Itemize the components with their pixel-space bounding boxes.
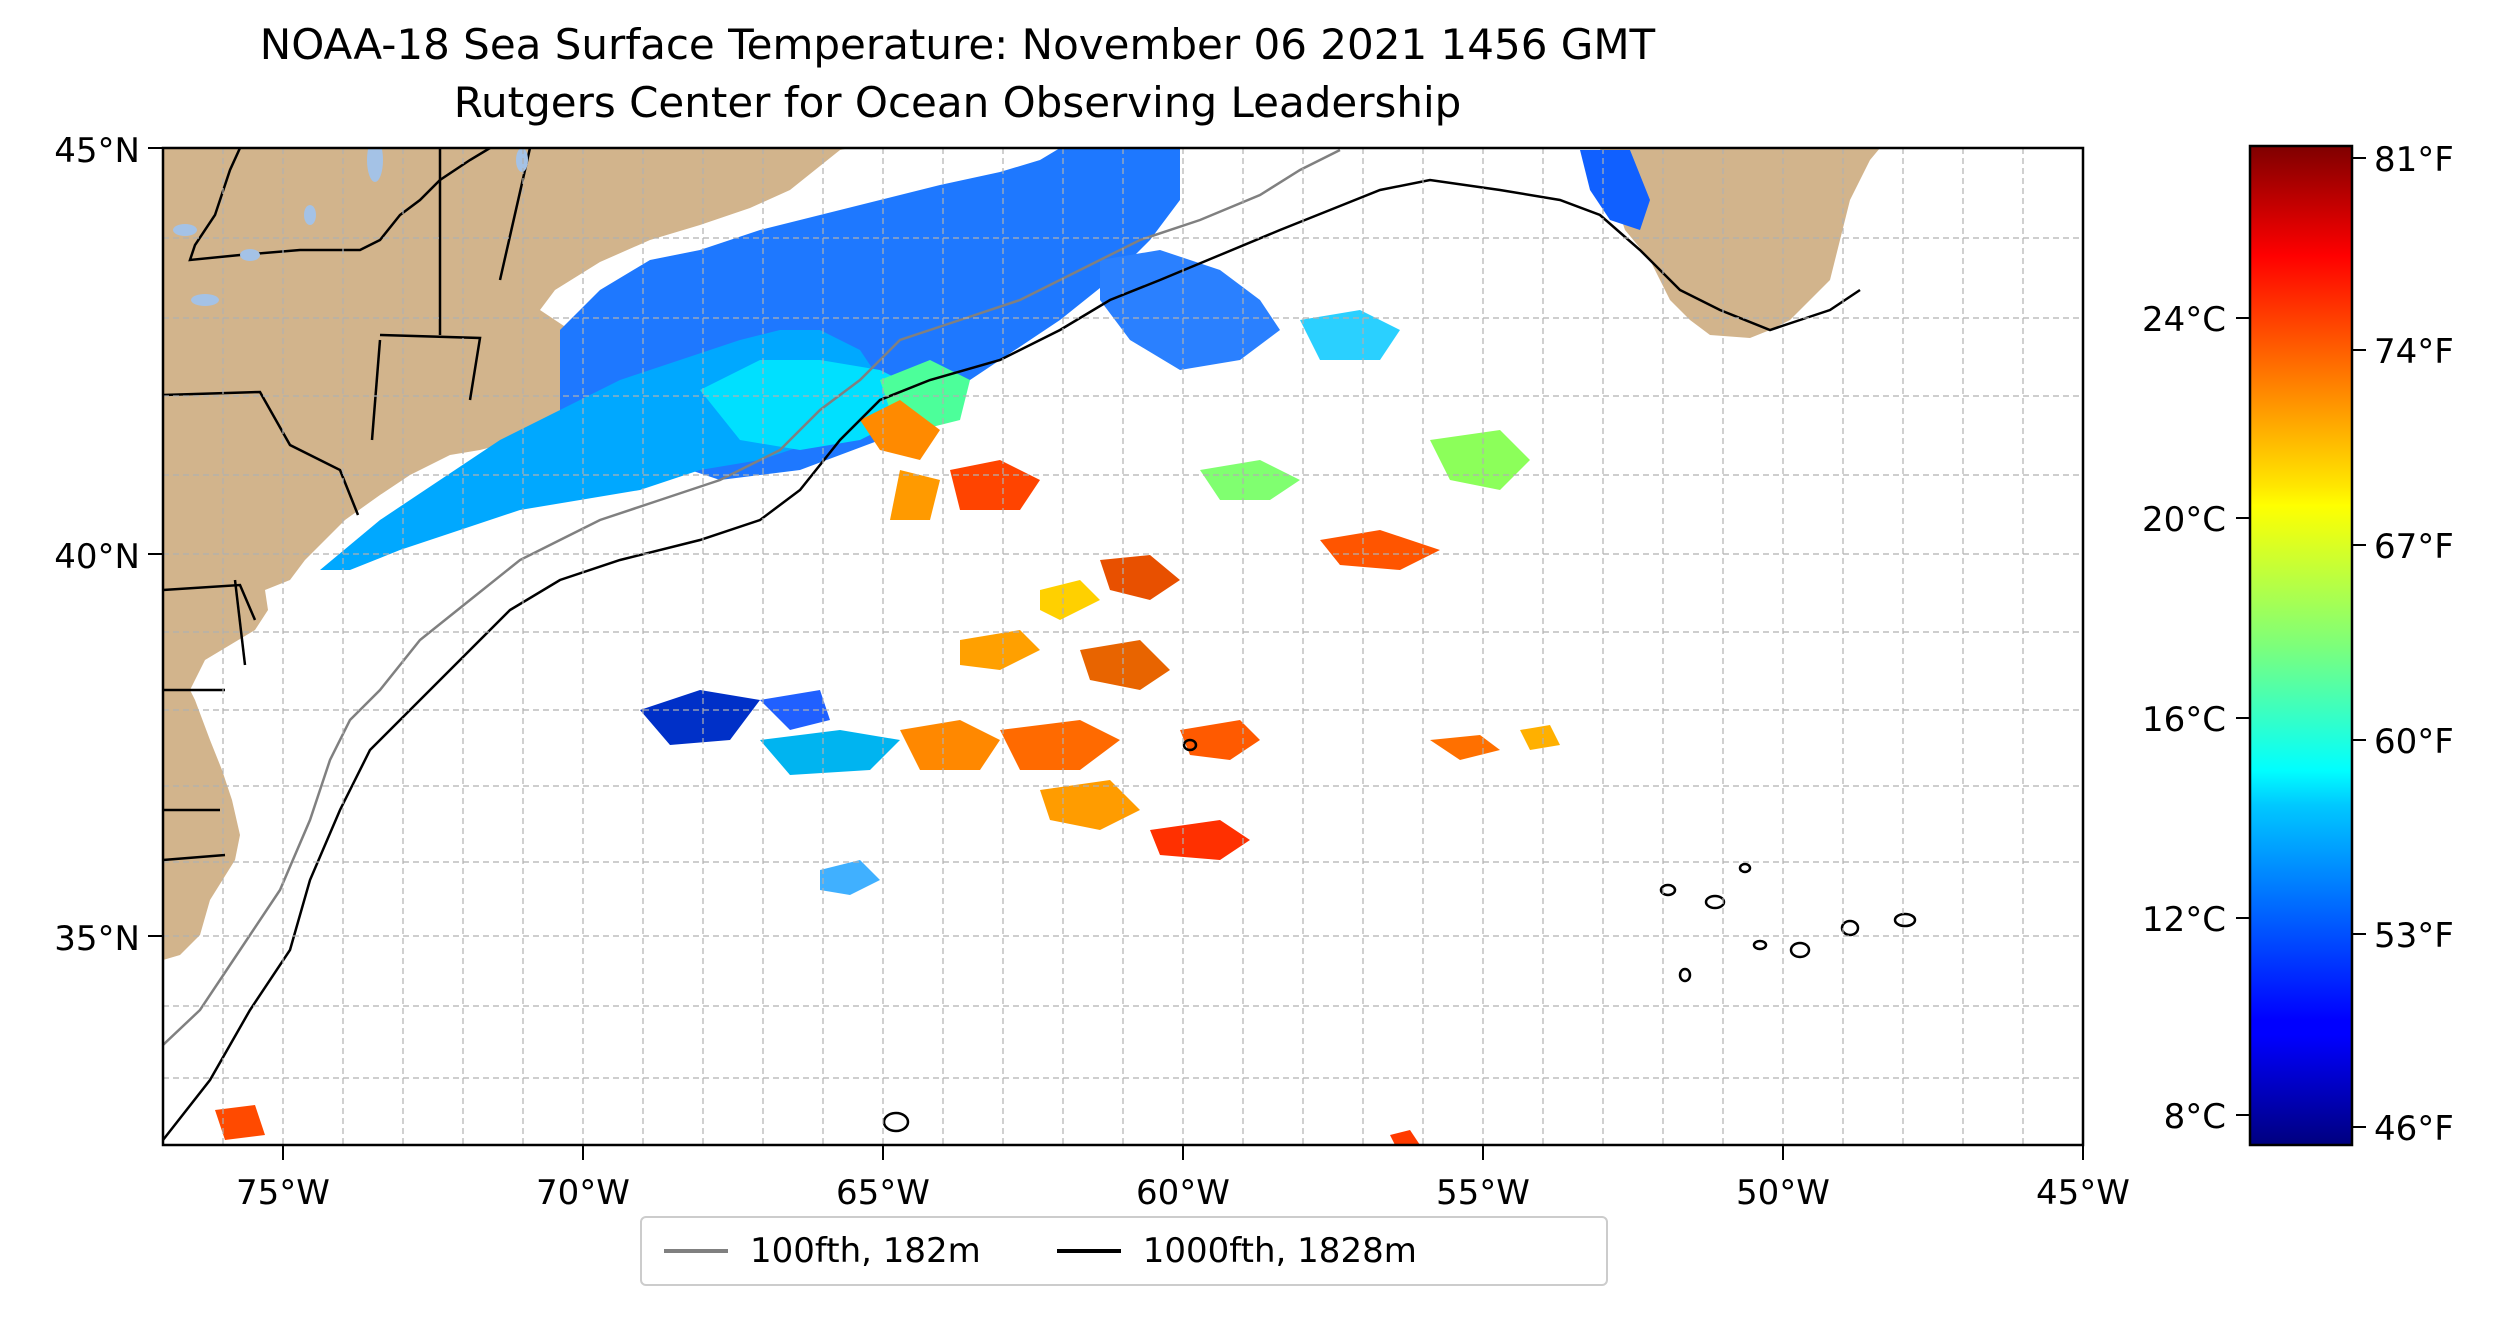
fahrenheit-tick-label: 81°F <box>2374 140 2454 180</box>
legend-line-gray <box>664 1249 728 1253</box>
legend-line-black <box>1056 1249 1121 1253</box>
latitude-tick-labels: 45°N 40°N 35°N <box>54 131 140 959</box>
lon-tick-label: 70°W <box>536 1173 630 1213</box>
fahrenheit-tick-label: 53°F <box>2374 916 2454 956</box>
legend-label: 100fth, 182m <box>750 1231 981 1271</box>
axis-ticks <box>148 147 2084 1160</box>
lon-tick-label: 65°W <box>836 1173 930 1213</box>
celsius-tick-label: 20°C <box>2142 500 2226 540</box>
lon-tick-label: 55°W <box>1436 1173 1530 1213</box>
land-mass <box>163 148 850 960</box>
map-title: NOAA-18 Sea Surface Temperature: Novembe… <box>259 20 1656 69</box>
seamounts <box>882 738 1917 1133</box>
celsius-tick-label: 24°C <box>2142 300 2226 340</box>
map-legend: 100fth, 182m 1000fth, 1828m <box>640 1216 1608 1286</box>
fahrenheit-tick-label: 46°F <box>2374 1109 2454 1149</box>
fahrenheit-tick-labels: 46°F 53°F 60°F 67°F 74°F 81°F <box>2374 140 2454 1149</box>
legend-item-100fth: 100fth, 182m <box>664 1231 981 1271</box>
fahrenheit-tick-label: 60°F <box>2374 722 2454 762</box>
map-grid <box>163 148 2083 1145</box>
celsius-tick-label: 12°C <box>2142 900 2226 940</box>
legend-label: 1000fth, 1828m <box>1142 1231 1417 1271</box>
sst-data <box>215 148 1650 1145</box>
lat-tick-label: 35°N <box>54 919 140 959</box>
lat-tick-label: 40°N <box>54 537 140 577</box>
lon-tick-label: 60°W <box>1136 1173 1230 1213</box>
isobath-100fth <box>163 148 1341 1046</box>
celsius-tick-label: 16°C <box>2142 700 2226 740</box>
celsius-tick-label: 8°C <box>2164 1097 2226 1137</box>
lon-tick-label: 75°W <box>236 1173 330 1213</box>
longitude-tick-labels: 75°W 70°W 65°W 60°W 55°W 50°W 45°W <box>236 1173 2130 1213</box>
map-subtitle: Rutgers Center for Ocean Observing Leade… <box>453 78 1462 127</box>
legend-item-1000fth: 1000fth, 1828m <box>1056 1231 1417 1271</box>
map-content <box>163 148 2083 1145</box>
colorbar-ticks <box>2236 157 2366 1128</box>
lat-tick-label: 45°N <box>54 131 140 171</box>
land-nova-scotia <box>1600 148 1880 338</box>
isobath-1000fth <box>163 178 1861 1141</box>
fahrenheit-tick-label: 67°F <box>2374 527 2454 567</box>
lon-tick-label: 45°W <box>2036 1173 2130 1213</box>
fahrenheit-tick-label: 74°F <box>2374 332 2454 372</box>
map-frame <box>161 146 2085 1147</box>
inland-water <box>173 148 528 306</box>
colorbar <box>2248 144 2354 1147</box>
lon-tick-label: 50°W <box>1736 1173 1830 1213</box>
celsius-tick-labels: 8°C 12°C 16°C 20°C 24°C <box>2142 300 2226 1137</box>
